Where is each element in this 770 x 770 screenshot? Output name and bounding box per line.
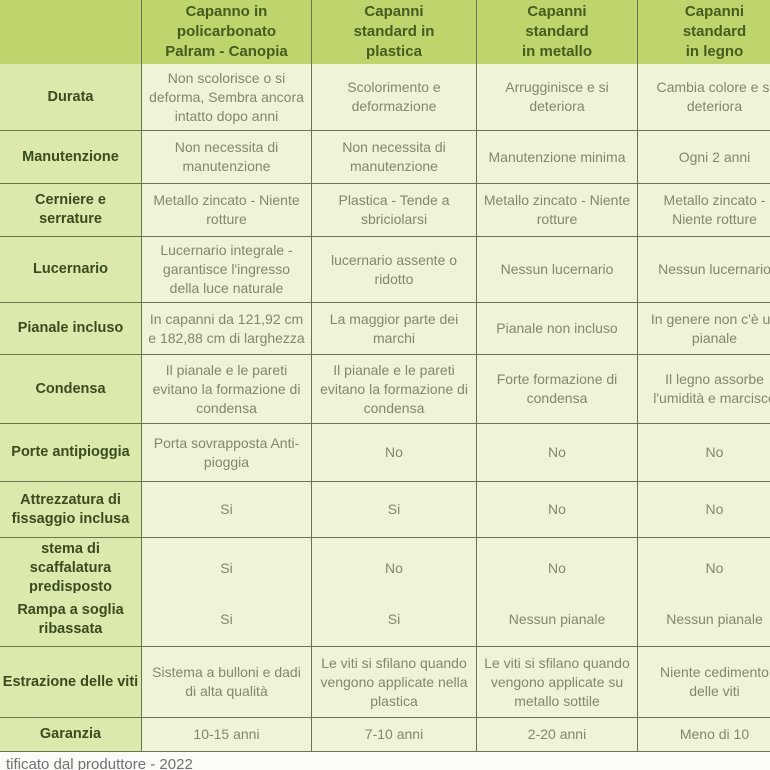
cell-condensa-legno: Il legno assorbe l'umidità e marcisce [638,355,770,424]
comparison-table: Capanno in policarbonato Palram - Canopi… [0,0,770,752]
table-row-condensa: Condensa Il pianale e le pareti evitano … [0,355,770,424]
cell-garanzia-legno: Meno di 10 [638,718,770,752]
cell-condensa-policarbonato: Il pianale e le pareti evitano la formaz… [142,355,312,424]
row-label-lucernario: Lucernario [0,237,142,303]
table-row-porte: Porte antipioggia Porta sovrapposta Anti… [0,424,770,482]
column-header-plastica: Capanni standard in plastica [312,0,477,65]
cell-estrazione-legno: Niente cedimento delle viti [638,647,770,718]
cell-scaffalatura-metallo: No [477,538,638,600]
cell-garanzia-policarbonato: 10-15 anni [142,718,312,752]
table-row-estrazione: Estrazione delle viti Sistema a bulloni … [0,647,770,718]
cell-estrazione-policarbonato: Sistema a bulloni e dadi di alta qualità [142,647,312,718]
cell-durata-legno: Cambia colore e si deteriora [638,64,770,131]
table-row-cerniere: Cerniere e serrature Metallo zincato - N… [0,184,770,237]
row-label-porte: Porte antipioggia [0,424,142,482]
cell-rampa-policarbonato: Si [142,593,312,647]
cell-durata-plastica: Scolorimento e deformazione [312,64,477,131]
cell-estrazione-metallo: Le viti si sfilano quando vengono applic… [477,647,638,718]
row-label-manutenzione: Manutenzione [0,131,142,184]
cell-porte-policarbonato: Porta sovrapposta Anti-pioggia [142,424,312,482]
header-corner [0,0,142,65]
cell-lucernario-plastica: lucernario assente o ridotto [312,237,477,303]
table-row-durata: Durata Non scolorisce o si deforma, Semb… [0,64,770,131]
header-row: Capanno in policarbonato Palram - Canopi… [0,0,770,65]
table-row-scaffalatura: stema di scaffalatura predisposto Si No … [0,538,770,600]
cell-rampa-legno: Nessun pianale [638,593,770,647]
table-row-attrezzatura: Attrezzatura di fissaggio inclusa Si Si … [0,482,770,538]
table-row-rampa: Rampa a soglia ribassata Si Si Nessun pi… [0,593,770,647]
cell-durata-policarbonato: Non scolorisce o si deforma, Sembra anco… [142,64,312,131]
source-note: tificato dal produttore - 2022 [6,756,193,770]
cell-manutenzione-plastica: Non necessita di manutenzione [312,131,477,184]
cell-pianale-policarbonato: In capanni da 121,92 cm e 182,88 cm di l… [142,303,312,355]
row-label-pianale: Pianale incluso [0,303,142,355]
table-row-pianale: Pianale incluso In capanni da 121,92 cm … [0,303,770,355]
cell-lucernario-policarbonato: Lucernario integrale - garantisce l'ingr… [142,237,312,303]
cell-cerniere-legno: Metallo zincato - Niente rotture [638,184,770,237]
cell-attrezzatura-metallo: No [477,482,638,538]
cell-porte-metallo: No [477,424,638,482]
cell-scaffalatura-legno: No [638,538,770,600]
cell-cerniere-policarbonato: Metallo zincato - Niente rotture [142,184,312,237]
cell-lucernario-metallo: Nessun lucernario [477,237,638,303]
cell-porte-legno: No [638,424,770,482]
row-label-rampa: Rampa a soglia ribassata [0,593,142,647]
row-label-garanzia: Garanzia [0,718,142,752]
table-row-manutenzione: Manutenzione Non necessita di manutenzio… [0,131,770,184]
cell-cerniere-plastica: Plastica - Tende a sbriciolarsi [312,184,477,237]
row-label-condensa: Condensa [0,355,142,424]
row-label-scaffalatura: stema di scaffalatura predisposto [0,538,142,600]
table-row-garanzia: Garanzia 10-15 anni 7-10 anni 2-20 anni … [0,718,770,752]
column-header-policarbonato: Capanno in policarbonato Palram - Canopi… [142,0,312,65]
cell-manutenzione-metallo: Manutenzione minima [477,131,638,184]
table-row-lucernario: Lucernario Lucernario integrale - garant… [0,237,770,303]
cell-cerniere-metallo: Metallo zincato - Niente rotture [477,184,638,237]
cell-attrezzatura-legno: No [638,482,770,538]
cell-attrezzatura-plastica: Si [312,482,477,538]
cell-garanzia-metallo: 2-20 anni [477,718,638,752]
cell-rampa-metallo: Nessun pianale [477,593,638,647]
cell-durata-metallo: Arrugginisce e si deteriora [477,64,638,131]
row-label-cerniere: Cerniere e serrature [0,184,142,237]
cell-condensa-plastica: Il pianale e le pareti evitano la formaz… [312,355,477,424]
cell-scaffalatura-plastica: No [312,538,477,600]
cell-lucernario-legno: Nessun lucernario [638,237,770,303]
cell-manutenzione-legno: Ogni 2 anni [638,131,770,184]
column-header-legno: Capanni standard in legno [638,0,770,65]
cell-manutenzione-policarbonato: Non necessita di manutenzione [142,131,312,184]
row-label-attrezzatura: Attrezzatura di fissaggio inclusa [0,482,142,538]
cell-pianale-metallo: Pianale non incluso [477,303,638,355]
cell-garanzia-plastica: 7-10 anni [312,718,477,752]
cell-condensa-metallo: Forte formazione di condensa [477,355,638,424]
row-label-estrazione: Estrazione delle viti [0,647,142,718]
cell-pianale-legno: In genere non c'è un pianale [638,303,770,355]
row-label-durata: Durata [0,64,142,131]
column-header-metallo: Capanni standard in metallo [477,0,638,65]
cell-rampa-plastica: Si [312,593,477,647]
cell-attrezzatura-policarbonato: Si [142,482,312,538]
cell-estrazione-plastica: Le viti si sfilano quando vengono applic… [312,647,477,718]
cell-scaffalatura-policarbonato: Si [142,538,312,600]
cell-porte-plastica: No [312,424,477,482]
cell-pianale-plastica: La maggior parte dei marchi [312,303,477,355]
